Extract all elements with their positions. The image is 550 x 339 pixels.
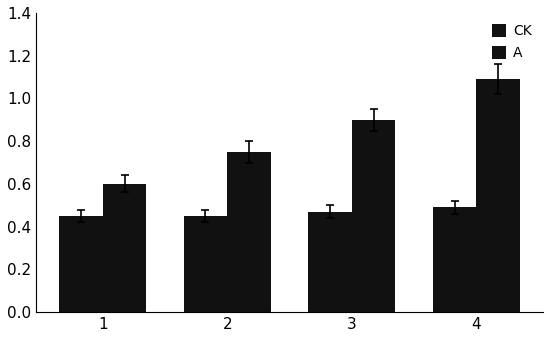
Legend: CK, A: CK, A bbox=[488, 20, 536, 64]
Bar bbox=[59, 216, 103, 312]
Bar bbox=[433, 207, 476, 312]
Bar bbox=[308, 212, 352, 312]
Bar bbox=[352, 120, 395, 312]
Bar bbox=[184, 216, 227, 312]
Bar bbox=[227, 152, 271, 312]
Bar bbox=[476, 79, 520, 312]
Bar bbox=[103, 184, 146, 312]
